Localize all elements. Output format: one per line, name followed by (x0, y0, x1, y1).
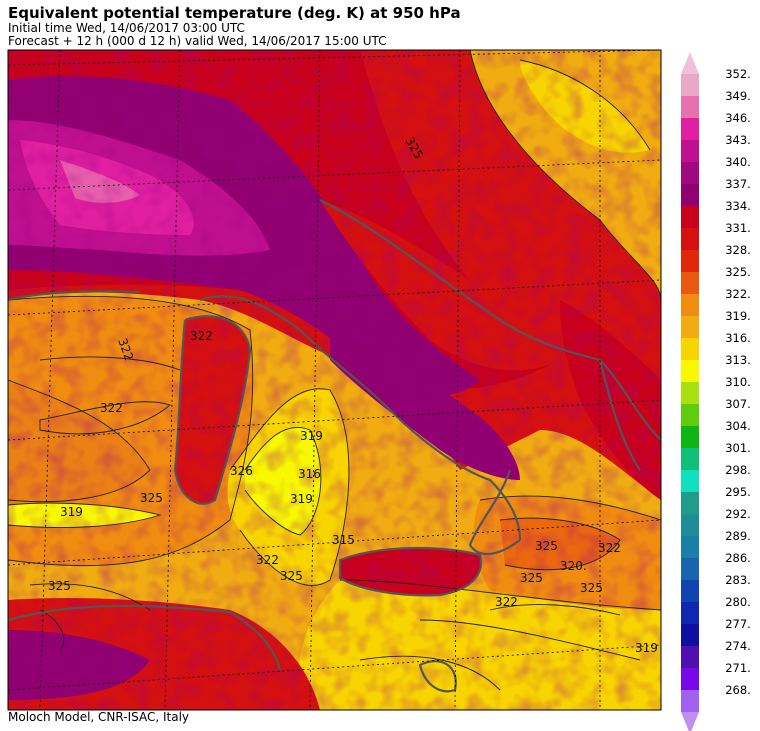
colorbar-label: 310. (725, 375, 751, 389)
contour-label: 322 (256, 553, 279, 567)
colorbar-swatch (681, 470, 699, 492)
colorbar-top-arrow (681, 52, 699, 74)
colorbar-swatch (681, 646, 699, 668)
colorbar-label: 340. (725, 155, 751, 169)
colorbar-label: 328. (725, 243, 751, 257)
contour-label: 319 (300, 429, 323, 443)
colorbar-label: 268. (725, 683, 751, 697)
colorbar-swatch (681, 602, 699, 624)
colorbar-label: 331. (725, 221, 751, 235)
contour-label: 320. (560, 559, 587, 573)
contour-label: 316 (298, 467, 321, 481)
colorbar-swatch (681, 558, 699, 580)
colorbar-swatch (681, 228, 699, 250)
colorbar-label: 346. (725, 111, 751, 125)
colorbar-swatch (681, 536, 699, 558)
colorbar-label: 289. (725, 529, 751, 543)
colorbar-label: 337. (725, 177, 751, 191)
contour-label: 315 (332, 533, 355, 547)
initial-time: Initial time Wed, 14/06/2017 03:00 UTC (8, 21, 245, 35)
colorbar-label: 319. (725, 309, 751, 323)
colorbar-swatch (681, 338, 699, 360)
colorbar-swatch (681, 668, 699, 690)
colorbar-label: 271. (725, 661, 751, 675)
colorbar-label: 301. (725, 441, 751, 455)
colorbar-swatch (681, 316, 699, 338)
colorbar-swatch (681, 492, 699, 514)
contour-lines (8, 50, 661, 691)
colorbar-bottom-arrow (681, 712, 699, 731)
map-frame (7, 49, 662, 711)
colorbar-label: 304. (725, 419, 751, 433)
colorbar-label: 343. (725, 133, 751, 147)
colorbar-swatch (681, 206, 699, 228)
colorbar-label: 322. (725, 287, 751, 301)
contour-label: 325 (520, 571, 543, 585)
colorbar-label: 280. (725, 595, 751, 609)
contour-label: 322 (495, 595, 518, 609)
colorbar-label: 334. (725, 199, 751, 213)
colorbar-swatch (681, 184, 699, 206)
colorbar-swatch (681, 74, 699, 96)
colorbar-label: 277. (725, 617, 751, 631)
colorbar-swatch (681, 580, 699, 602)
colorbar-label: 283. (725, 573, 751, 587)
colorbar-label: 298. (725, 463, 751, 477)
colorbar-label: 274. (725, 639, 751, 653)
colorbar-label: 295. (725, 485, 751, 499)
contour-label: 319 (60, 505, 83, 519)
colorbar-swatch (681, 272, 699, 294)
contour-label: 319 (635, 641, 658, 655)
coastlines (8, 199, 661, 693)
contour-label: 322 (100, 401, 123, 415)
colorbar-swatch (681, 162, 699, 184)
colorbar-swatch (681, 118, 699, 140)
colorbar-swatch (681, 514, 699, 536)
colorbar-swatch (681, 426, 699, 448)
colorbar-swatch (681, 250, 699, 272)
model-credit: Moloch Model, CNR-ISAC, Italy (8, 710, 190, 724)
colorbar-label: 292. (725, 507, 751, 521)
chart-title: Equivalent potential temperature (deg. K… (8, 4, 461, 22)
colorbar-label: 286. (725, 551, 751, 565)
contour-label: 319 (290, 492, 313, 506)
forecast-time: Forecast + 12 h (000 d 12 h) valid Wed, … (8, 34, 387, 48)
colorbar-label: 313. (725, 353, 751, 367)
colorbar-swatch (681, 382, 699, 404)
colorbar-swatch (681, 360, 699, 382)
contour-label: 325 (580, 581, 603, 595)
contour-label: 325 (140, 491, 163, 505)
colorbar-swatch (681, 294, 699, 316)
colorbar-label: 325. (725, 265, 751, 279)
colorbar-swatch (681, 624, 699, 646)
colorbar-swatch (681, 140, 699, 162)
colorbar-swatch (681, 404, 699, 426)
colorbar-swatch (681, 96, 699, 118)
colorbar-swatch (681, 448, 699, 470)
contour-label: 322 (190, 329, 213, 343)
contour-label: 325 (48, 579, 71, 593)
colorbar-label: 352. (725, 67, 751, 81)
contour-labels: 322 322 322 325 325 325 325 319 319 319 … (48, 135, 658, 656)
colorbar-label: 307. (725, 397, 751, 411)
contour-label: 325 (535, 539, 558, 553)
graticule (8, 50, 661, 710)
contour-label: 322 (598, 541, 621, 555)
colorbar-label: 316. (725, 331, 751, 345)
contour-label: 325 (280, 569, 303, 583)
colorbar-label: 349. (725, 89, 751, 103)
colorbar-swatch (681, 690, 699, 712)
contour-label: 326 (230, 464, 253, 478)
